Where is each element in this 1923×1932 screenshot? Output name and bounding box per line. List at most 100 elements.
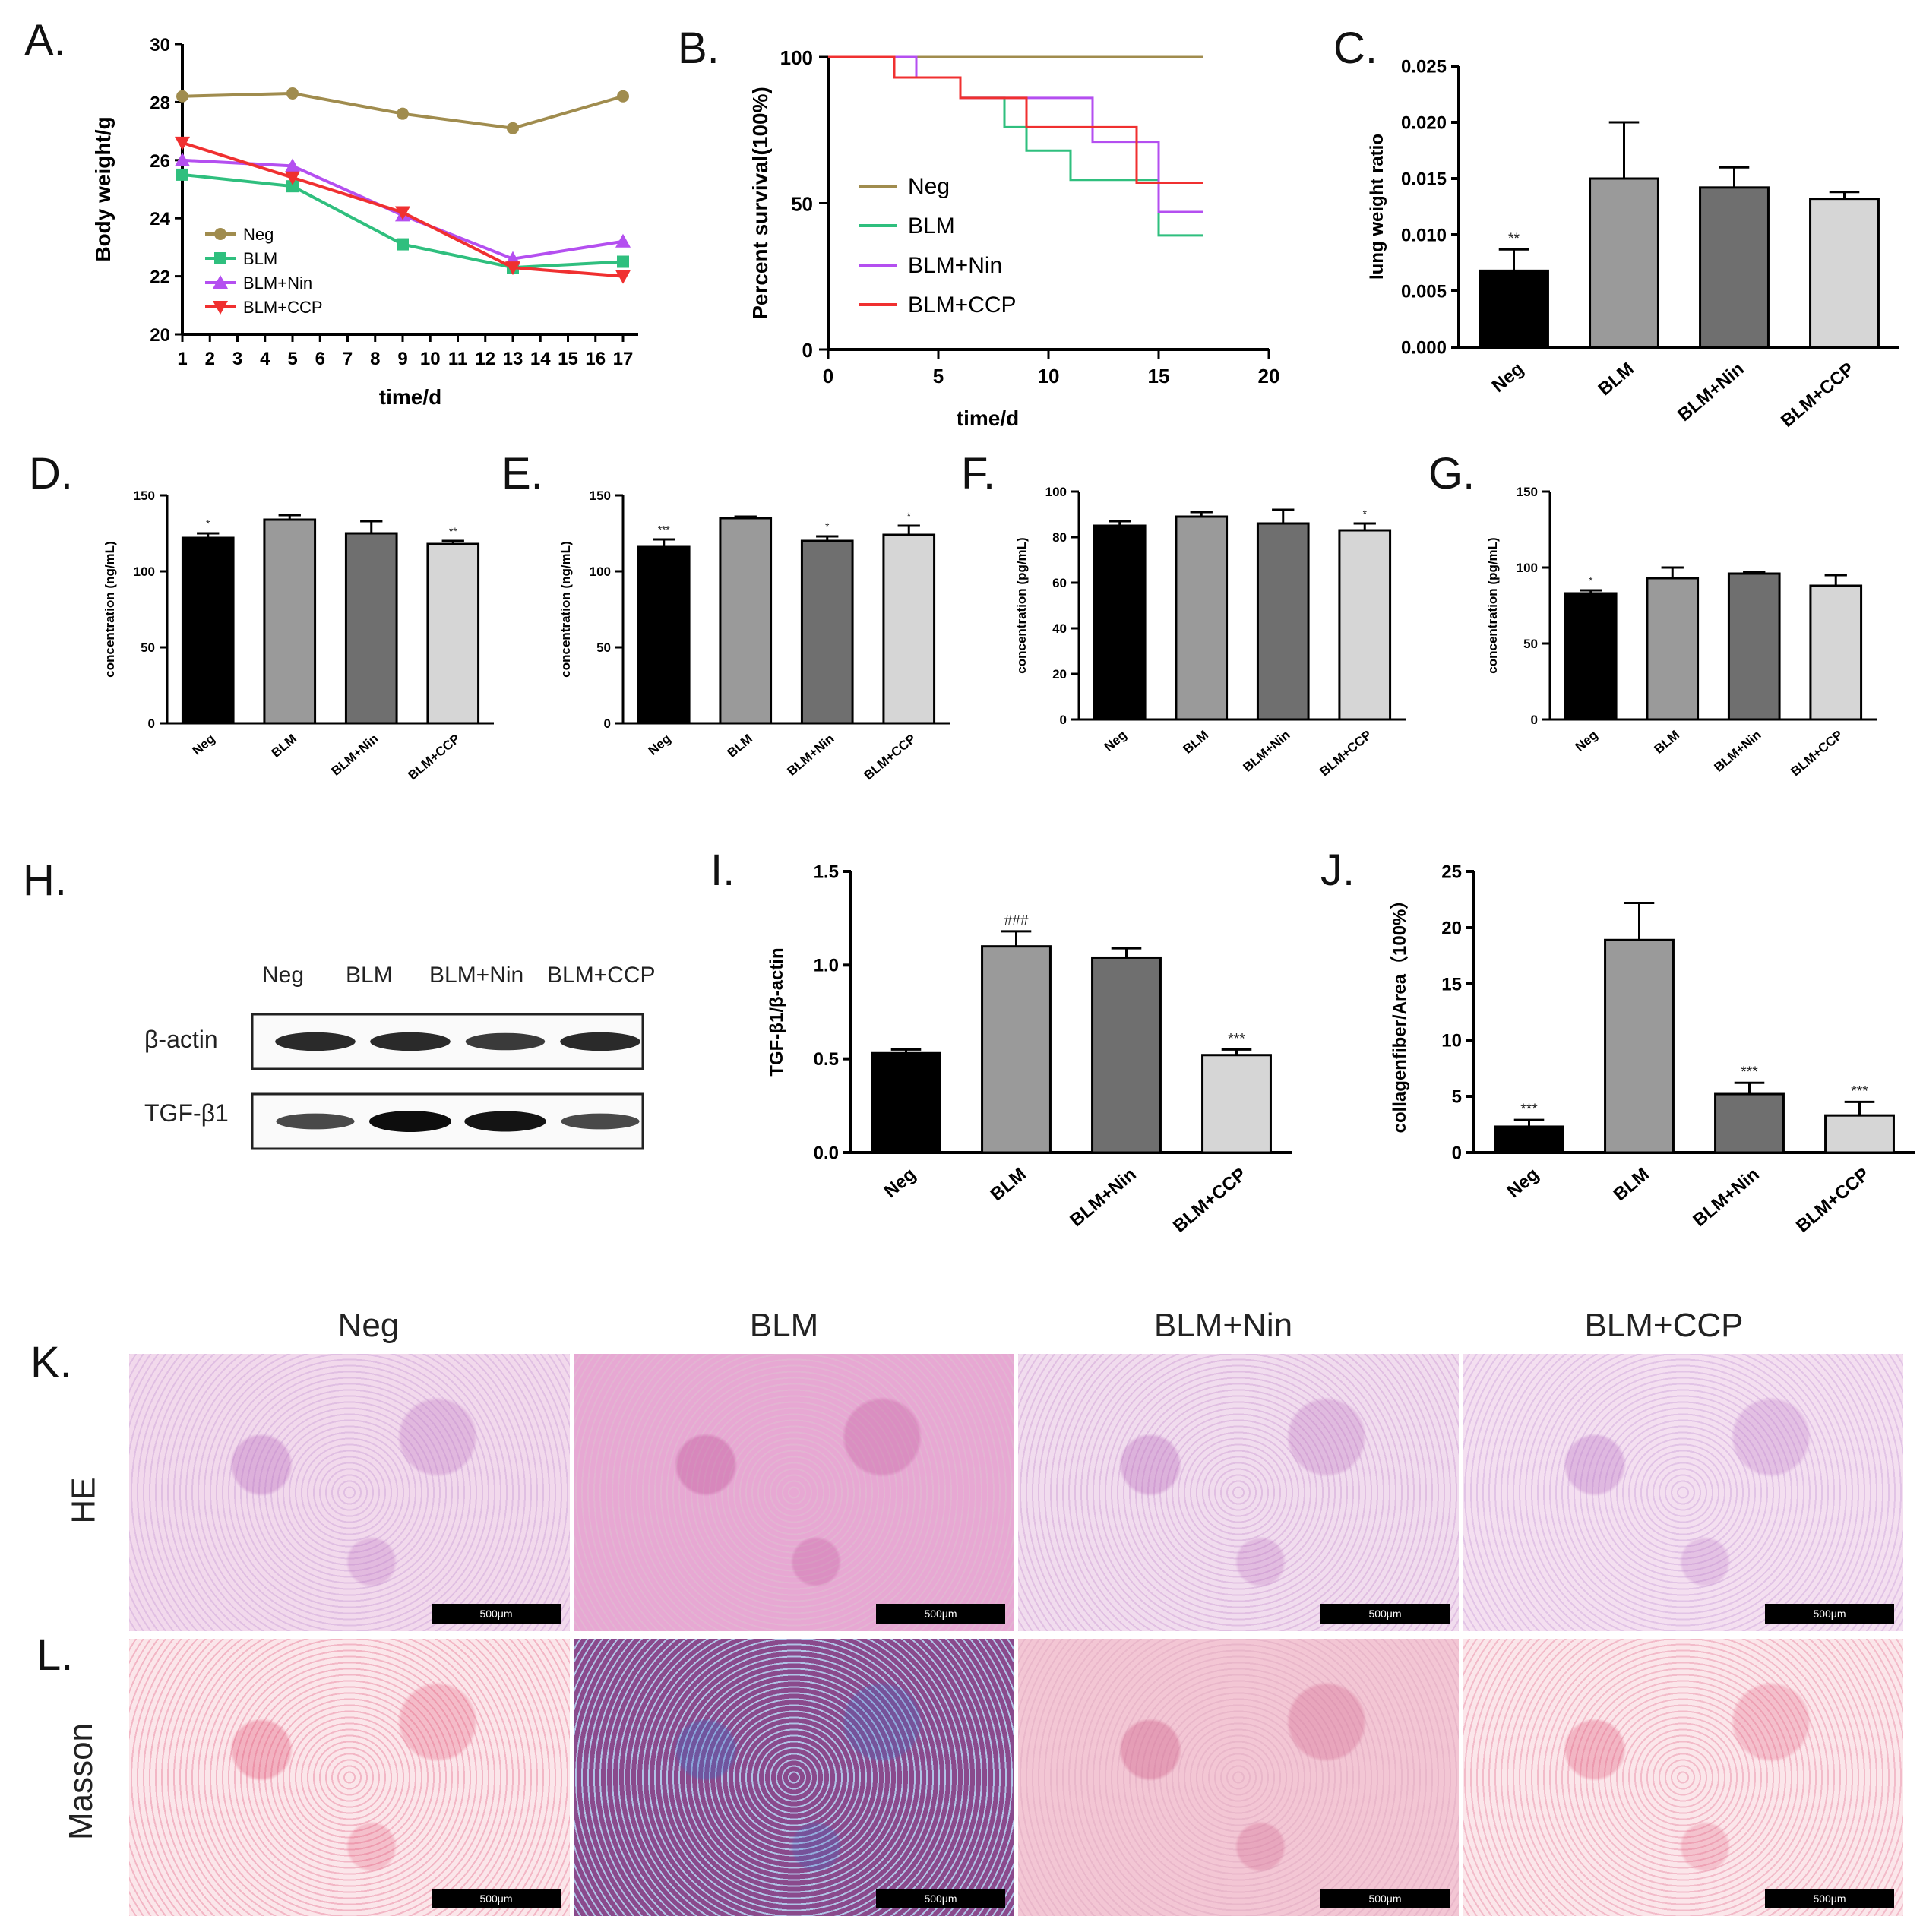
- significance-mark: *: [1589, 575, 1593, 587]
- data-point: [395, 206, 410, 220]
- y-axis-label: concentration (pg/mL): [1485, 537, 1500, 673]
- x-tick-label: Neg: [1573, 728, 1601, 754]
- scale-bar: 500μm: [432, 1604, 561, 1624]
- blot-band: [276, 1113, 355, 1130]
- y-tick-label: 25: [1441, 862, 1462, 882]
- y-tick-label: 0: [1452, 1143, 1462, 1163]
- y-tick-label: 5: [1452, 1086, 1462, 1107]
- x-tick-label: 15: [1148, 365, 1170, 387]
- y-tick-label: 0.000: [1401, 337, 1447, 358]
- x-tick-label: Neg: [190, 732, 218, 758]
- legend-label: BLM+Nin: [243, 274, 312, 292]
- y-axis-label: collagenfiber/Area（100%）: [1390, 891, 1410, 1134]
- bar-blm: [1175, 515, 1229, 721]
- data-point: [397, 238, 409, 251]
- data-point: [285, 171, 300, 185]
- bar-blm-nin: [1727, 572, 1781, 721]
- y-tick-label: 22: [150, 267, 170, 288]
- y-tick-label: 28: [150, 93, 170, 113]
- blot-band: [561, 1113, 640, 1130]
- x-tick-label: 15: [558, 349, 578, 369]
- x-tick-label: BLM: [987, 1164, 1030, 1205]
- y-axis-label: concentration (ng/mL): [103, 541, 117, 677]
- significance-mark: *: [907, 511, 912, 522]
- wb-lane-label-2: BLM+Nin: [429, 963, 524, 988]
- blot-band: [465, 1032, 546, 1051]
- micro-col-nin: BLM+Nin: [1153, 1307, 1293, 1344]
- y-tick-label: 150: [590, 489, 611, 503]
- data-point: [285, 158, 300, 172]
- panel-label-b: B.: [678, 24, 720, 73]
- bar-blm-ccp: [1338, 529, 1392, 721]
- data-point: [397, 107, 409, 120]
- y-tick-label: 0.010: [1401, 225, 1447, 245]
- y-tick-label: 0: [1531, 713, 1538, 727]
- blot-band: [560, 1032, 640, 1051]
- data-point: [175, 152, 190, 166]
- significance-mark: *: [206, 518, 210, 530]
- micro-col-blm: BLM: [749, 1307, 819, 1344]
- x-tick-label: BLM: [1181, 728, 1211, 757]
- x-tick-label: 12: [475, 349, 495, 369]
- legend-label: BLM: [243, 249, 277, 268]
- x-tick-label: BLM+Nin: [1674, 359, 1748, 425]
- bar-blm: [1604, 938, 1675, 1154]
- significance-mark: ***: [1741, 1064, 1758, 1080]
- data-point: [505, 261, 520, 276]
- panel-label-a: A.: [24, 16, 66, 65]
- y-axis-label: lung weight ratio: [1367, 134, 1387, 280]
- x-tick-label: BLM: [1610, 1164, 1653, 1205]
- y-tick-label: 100: [1045, 485, 1067, 499]
- significance-mark: *: [1363, 508, 1368, 520]
- legend-label: Neg: [243, 225, 274, 244]
- x-tick-label: BLM: [1652, 728, 1682, 757]
- y-tick-label: 100: [1517, 561, 1538, 575]
- wb-row-label-actin: β-actin: [144, 1026, 218, 1053]
- blot-band: [464, 1111, 546, 1132]
- micrograph-he-blm: 500μm: [574, 1354, 1014, 1631]
- bar-blm-nin: [800, 539, 854, 725]
- y-tick-label: 24: [150, 209, 170, 229]
- x-tick-label: 14: [530, 349, 551, 369]
- x-tick-label: 17: [613, 349, 634, 369]
- bar-blm: [719, 517, 773, 725]
- panel-label-g: G.: [1428, 449, 1475, 498]
- wb-lane-label-1: BLM: [346, 963, 393, 988]
- blot-band: [275, 1032, 356, 1051]
- bar-neg: [1494, 1125, 1564, 1154]
- x-tick-label: 8: [370, 349, 380, 369]
- y-axis-label: concentration (ng/mL): [558, 541, 573, 677]
- panel-label-d: D.: [29, 449, 73, 498]
- chart-f-bars: 0 20 40 60 80 100 Neg BLM BLM+Nin * BLM+CCP concent…: [1014, 485, 1406, 779]
- x-tick-label: BLM+Nin: [1689, 1164, 1763, 1231]
- bar-blm-nin: [1256, 522, 1310, 721]
- micrograph-masson-ccp: 500μm: [1463, 1639, 1903, 1916]
- bar-blm: [981, 945, 1052, 1154]
- data-point: [286, 180, 299, 193]
- x-tick-label: 2: [205, 349, 215, 369]
- chart-b-survival: 0 50 100 0 5 10 15 20 time/d Percent survival(100…: [748, 46, 1279, 430]
- x-tick-label: Neg: [1488, 359, 1528, 397]
- bar-neg: [181, 536, 235, 725]
- wb-bands: [251, 1013, 644, 1150]
- x-tick-label: BLM+Nin: [1712, 728, 1764, 775]
- significance-mark: ###: [1004, 913, 1028, 929]
- y-tick-label: 0.015: [1401, 169, 1447, 189]
- y-tick-label: 50: [596, 640, 611, 655]
- data-point: [507, 122, 519, 134]
- y-axis-label: Body weight/g: [91, 116, 115, 261]
- micrograph-he-neg: 500μm: [129, 1354, 570, 1631]
- x-tick-label: BLM+CCP: [1792, 1164, 1874, 1237]
- x-tick-label: 4: [260, 349, 270, 369]
- legend-label: BLM+Nin: [908, 253, 1002, 278]
- chart-c-lung-weight: 0.000 0.005 0.010 0.015 0.020 0.025 ** Neg BLM BL…: [1367, 56, 1899, 432]
- data-point: [617, 255, 629, 268]
- significance-mark: ***: [658, 524, 671, 536]
- x-tick-label: 3: [232, 349, 242, 369]
- x-tick-label: BLM+Nin: [785, 732, 837, 779]
- chart-j-collagen: 0 5 10 15 20 25 *** Neg BLM *** BLM+Nin *** BLM+CCP c…: [1390, 862, 1915, 1237]
- panel-label-l: L.: [36, 1630, 74, 1680]
- wb-lane-label-0: Neg: [262, 963, 305, 988]
- blot-band: [369, 1111, 451, 1132]
- x-tick-label: BLM: [269, 732, 299, 760]
